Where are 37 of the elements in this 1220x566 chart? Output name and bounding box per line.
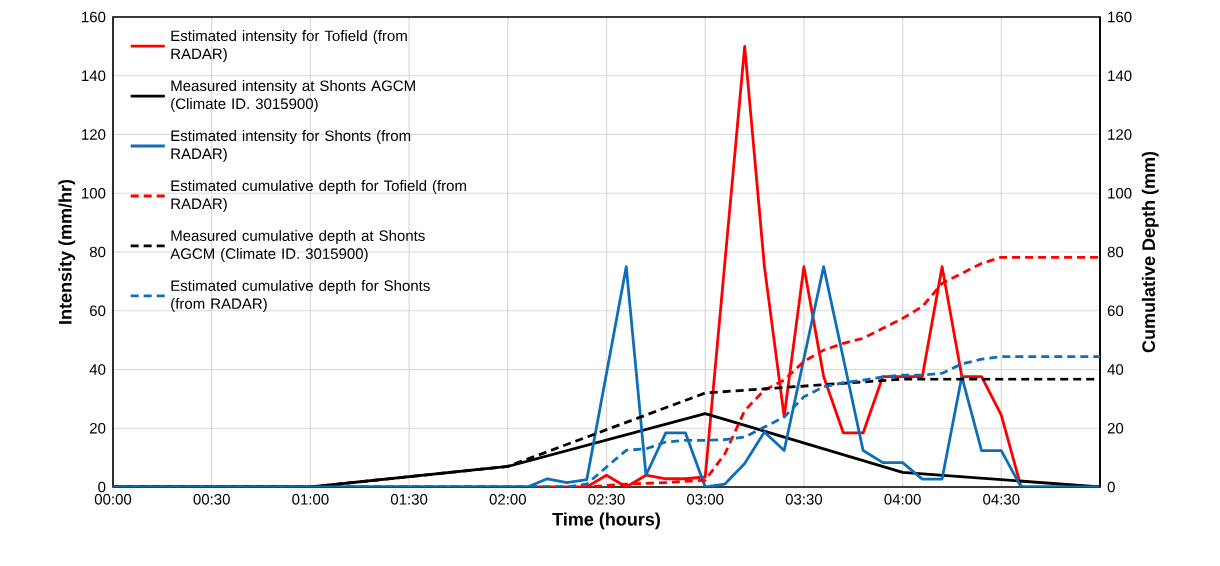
legend-label: Estimated cumulative depth for Shonts (from RADAR) xyxy=(171,279,430,312)
y-tick-label: 160 xyxy=(82,11,106,23)
y2-tick-label: 80 xyxy=(1107,246,1124,258)
y2-tick-label: 120 xyxy=(1108,129,1132,140)
y-tick-label: 60 xyxy=(90,305,106,317)
y2-tick-label: 40 xyxy=(1107,364,1124,375)
y2-tick-label: 20 xyxy=(1107,422,1124,434)
y2-tick-label: 140 xyxy=(1108,70,1132,82)
y2-tick-label: 0 xyxy=(1107,481,1115,493)
x-tick-label: 01:00 xyxy=(292,494,329,505)
y2-tick-label: 60 xyxy=(1107,305,1124,317)
y-tick-label: 140 xyxy=(82,70,106,82)
y2-axis-title: Cumulative Depth (mm) xyxy=(1141,151,1159,353)
x-tick-label: 02:30 xyxy=(588,494,625,505)
x-tick-label: 00:30 xyxy=(193,494,230,505)
x-tick-label: 02:00 xyxy=(489,494,526,505)
x-tick-label: 00:00 xyxy=(94,494,132,505)
legend-label: Measured intensity at Shonts AGCM (Climate ID. 3015900) xyxy=(171,80,415,113)
x-tick-label: 03:00 xyxy=(687,494,724,505)
y-tick-label: 0 xyxy=(98,481,106,493)
legend-label: Measured cumulative depth at Shonts AGCM (Climate ID. 3015900) xyxy=(170,230,425,262)
legend-label: Estimated intensity for Shonts (from RADAR) xyxy=(171,130,411,163)
y-axis-title: Intensity (mm/hr) xyxy=(58,179,76,324)
y-tick-label: 20 xyxy=(90,422,106,434)
y-tick-label: 120 xyxy=(82,129,106,140)
x-tick-label: 01:30 xyxy=(390,494,428,505)
y2-tick-label: 160 xyxy=(1108,11,1132,23)
y-tick-label: 80 xyxy=(89,246,106,258)
legend-label: Estimated cumulative depth for Tofield (from RADAR) xyxy=(171,180,466,212)
x-tick-label: 04:00 xyxy=(884,494,921,505)
legend-label: Estimated intensity for Tofield (from RADAR) xyxy=(171,30,407,63)
x-axis-title: Time (hours) xyxy=(552,512,660,530)
y-tick-label: 100 xyxy=(82,187,106,199)
x-tick-label: 04:30 xyxy=(983,494,1020,505)
y2-tick-label: 100 xyxy=(1108,187,1132,199)
y-tick-label: 40 xyxy=(89,364,106,375)
x-tick-label: 03:30 xyxy=(785,494,823,505)
